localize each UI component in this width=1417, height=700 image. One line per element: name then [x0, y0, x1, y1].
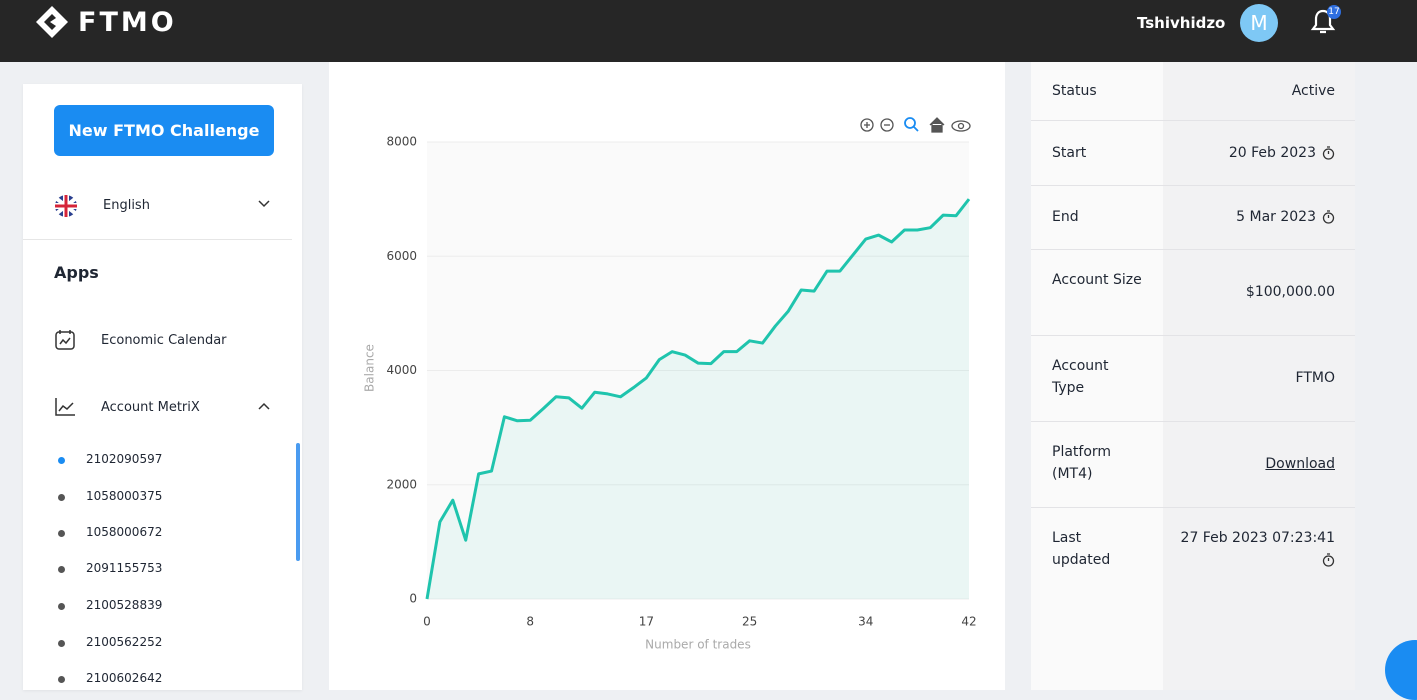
y-tick-label: 0 — [409, 592, 417, 606]
info-value: Download — [1165, 453, 1335, 475]
info-value-text: Active — [1291, 83, 1335, 99]
info-value-text: 27 Feb 2023 07:23:41 — [1180, 530, 1335, 546]
y-axis-label: Balance — [363, 344, 377, 392]
info-label: Account Type — [1052, 358, 1109, 396]
info-row: Start 20 Feb 2023 — [1031, 120, 1355, 186]
nav-label: Account MetriX — [101, 400, 200, 415]
logo-icon — [36, 6, 68, 38]
info-label: Start — [1052, 144, 1087, 161]
new-challenge-button[interactable]: New FTMO Challenge — [54, 105, 274, 156]
download-link[interactable]: Download — [1265, 456, 1335, 472]
clock-icon — [1322, 553, 1335, 567]
zoom-out-button[interactable] — [880, 118, 894, 132]
info-row: Last updated 27 Feb 2023 07:23:41 — [1031, 507, 1355, 690]
notification-badge: 17 — [1327, 5, 1341, 19]
flag-icon — [55, 195, 77, 217]
info-value: Active — [1165, 80, 1335, 102]
x-tick-label: 42 — [961, 615, 976, 629]
account-link[interactable]: 1058000672 — [57, 525, 163, 539]
calendar-icon — [55, 330, 75, 350]
nav-item[interactable]: Account MetriX — [54, 396, 274, 420]
y-tick-label: 6000 — [386, 249, 417, 263]
nav-item[interactable]: Economic Calendar — [54, 329, 274, 353]
area — [427, 199, 969, 599]
info-value: $100,000.00 — [1165, 281, 1335, 303]
logo[interactable]: FTMO — [34, 4, 177, 40]
info-row: Status Active — [1031, 62, 1355, 121]
chart-toolbar — [860, 117, 971, 133]
x-tick-label: 8 — [526, 615, 534, 629]
zoom-in-button[interactable] — [860, 118, 874, 132]
pan-button[interactable] — [951, 120, 971, 132]
x-tick-label: 0 — [423, 615, 431, 629]
info-row: End 5 Mar 2023 — [1031, 185, 1355, 250]
language-label: English — [103, 198, 150, 213]
account-link[interactable]: 2102090597 — [57, 452, 163, 466]
x-axis-label: Number of trades — [645, 638, 751, 652]
scrollbar[interactable] — [296, 443, 300, 561]
y-tick-label: 2000 — [386, 477, 417, 491]
sidebar: New FTMO Challenge English Apps Economic… — [23, 84, 302, 690]
account-link[interactable]: 2100528839 — [57, 598, 163, 612]
info-value: 20 Feb 2023 — [1165, 142, 1335, 164]
info-label: Status — [1052, 83, 1097, 99]
chart-icon — [55, 398, 75, 416]
info-row: Platform (MT4) Download — [1031, 421, 1355, 508]
chevron — [258, 402, 270, 410]
info-value: 5 Mar 2023 — [1165, 206, 1335, 228]
value-column — [1163, 62, 1355, 690]
reset-button[interactable] — [929, 117, 945, 133]
nav-label: Economic Calendar — [101, 333, 227, 348]
info-value-text: 20 Feb 2023 — [1228, 144, 1316, 161]
logo-text: FTMO — [78, 6, 177, 38]
info-value-text: $100,000.00 — [1245, 284, 1335, 300]
account-link[interactable]: 2091155753 — [57, 561, 163, 575]
separator — [23, 239, 292, 240]
x-tick-label: 25 — [742, 615, 757, 629]
info-label: Last updated — [1052, 530, 1111, 568]
chart: 0 2000 4000 6000 8000 0 8 17 25 34 42 Number of tra… — [363, 117, 977, 652]
info-row: Account Size $100,000.00 — [1031, 249, 1355, 336]
zoom-select-button[interactable] — [904, 117, 919, 132]
info-value: 27 Feb 2023 07:23:41 — [1165, 527, 1335, 571]
y-tick-label: 8000 — [386, 135, 417, 149]
info-label: Platform (MT4) — [1052, 444, 1112, 482]
account-link[interactable]: 2100602642 — [57, 671, 163, 685]
chat-button[interactable] — [1385, 640, 1417, 700]
info-value-text: FTMO — [1295, 370, 1335, 386]
chart-card: 0 2000 4000 6000 8000 0 8 17 25 34 42 Number of tra… — [329, 62, 1005, 690]
y-tick-label: 4000 — [386, 363, 417, 377]
language-select[interactable]: English — [54, 194, 274, 218]
clock-icon — [1322, 210, 1335, 224]
account-link[interactable]: 2100562252 — [57, 635, 163, 649]
x-tick-label: 34 — [858, 615, 873, 629]
user-name[interactable]: Tshivhidzo — [1137, 14, 1226, 32]
x-tick-label: 17 — [639, 615, 654, 629]
info-label: End — [1052, 209, 1079, 225]
section-title: Apps — [54, 263, 99, 282]
info-value: FTMO — [1165, 367, 1335, 389]
top-bar: FTMO Tshivhidzo M 17 — [0, 0, 1417, 62]
line — [425, 198, 971, 600]
account-info: Status Active Start 20 Feb 2023 End 5 Mar 202… — [1031, 62, 1355, 690]
account-link[interactable]: 1058000375 — [57, 489, 163, 503]
info-value-text: 5 Mar 2023 — [1236, 209, 1316, 225]
info-row: Account Type FTMO — [1031, 335, 1355, 422]
info-label: Account Size — [1052, 272, 1142, 288]
clock-icon — [1322, 145, 1335, 160]
avatar[interactable]: M — [1240, 4, 1278, 42]
chevron — [258, 200, 270, 208]
